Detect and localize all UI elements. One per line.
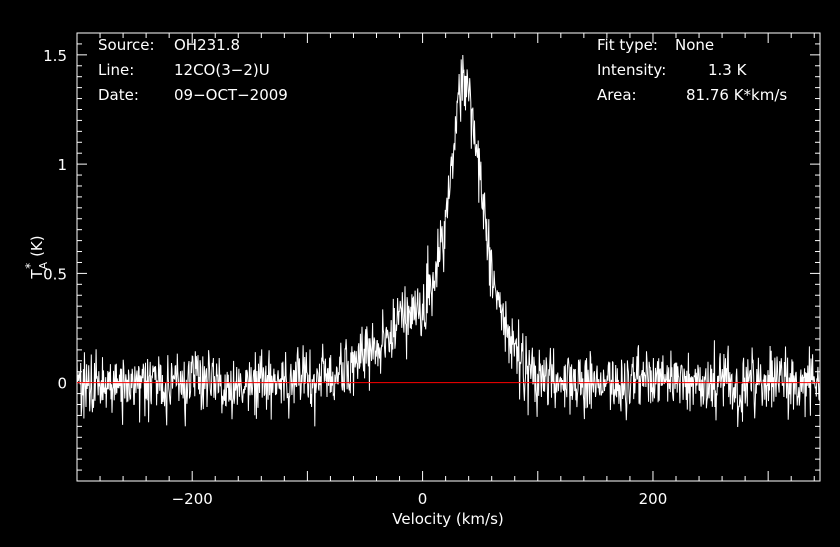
x-tick-label: 200 <box>639 490 668 508</box>
intensity-value: 1.3 K <box>708 61 748 79</box>
spectrum-line <box>76 54 821 428</box>
line-value: 12CO(3−2)U <box>174 61 270 79</box>
info-left: Source: OH231.8 Line: 12CO(3−2)U Date: 0… <box>98 36 288 104</box>
fit-type-value: None <box>675 36 714 54</box>
plot-frame <box>76 32 821 482</box>
y-axis-label: TA* (K) <box>23 235 50 279</box>
axis-ticks <box>76 32 820 481</box>
area-value: 81.76 K*km/s <box>686 86 787 104</box>
line-label: Line: <box>98 61 134 79</box>
date-label: Date: <box>98 86 139 104</box>
y-tick-label: 0 <box>57 375 67 393</box>
y-axis-label-unit: (K) <box>28 235 46 257</box>
y-tick-label: 1 <box>57 156 67 174</box>
source-value: OH231.8 <box>174 36 240 54</box>
source-label: Source: <box>98 36 155 54</box>
x-tick-label: 0 <box>418 490 428 508</box>
y-axis-label-sub: A <box>37 261 50 269</box>
date-value: 09−OCT−2009 <box>174 86 288 104</box>
y-tick-label: 0.5 <box>43 265 67 283</box>
area-label: Area: <box>597 86 637 104</box>
intensity-label: Intensity: <box>597 61 666 79</box>
x-axis-label: Velocity (km/s) <box>392 510 503 528</box>
y-axis-label-main: T <box>28 269 46 280</box>
svg-text:TA*(K): TA* (K) <box>23 235 50 279</box>
fit-type-label: Fit type: <box>597 36 658 54</box>
y-tick-label: 1.5 <box>43 47 67 65</box>
tick-labels: −200 0 200 0 0.5 1 1.5 <box>43 47 667 508</box>
y-axis-label-sup: * <box>23 263 37 269</box>
info-right: Fit type: None Intensity: 1.3 K Area: 81… <box>597 36 787 104</box>
x-tick-label: −200 <box>172 490 213 508</box>
